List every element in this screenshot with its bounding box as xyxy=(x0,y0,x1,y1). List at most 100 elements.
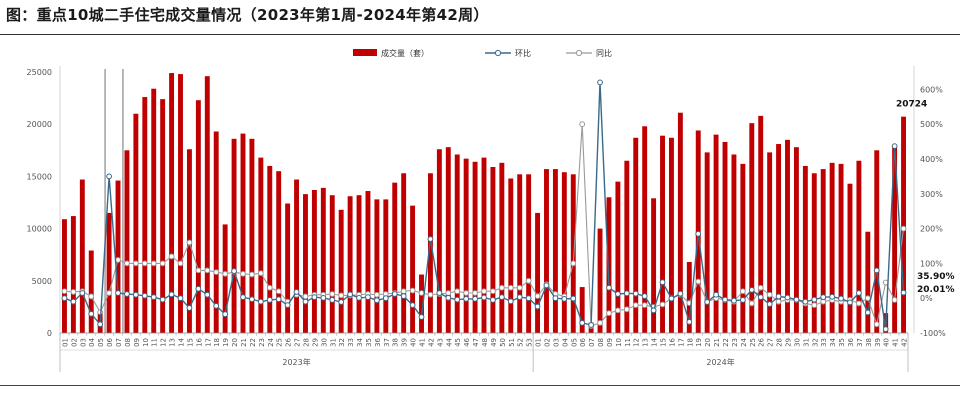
x-tick-label: 11 xyxy=(151,338,159,347)
bar xyxy=(793,147,799,333)
data-point xyxy=(275,296,282,303)
data-point xyxy=(168,253,175,260)
data-point xyxy=(641,302,648,309)
data-point xyxy=(445,290,452,296)
data-point xyxy=(365,294,371,301)
data-point xyxy=(159,296,166,303)
bar xyxy=(481,157,487,333)
data-point xyxy=(856,300,862,307)
data-point xyxy=(579,320,586,326)
bar xyxy=(802,165,808,333)
x-tick-label: 02 xyxy=(70,338,78,347)
bar xyxy=(222,224,228,333)
data-point xyxy=(427,291,434,298)
data-point xyxy=(481,294,487,301)
data-point xyxy=(498,284,505,291)
data-point xyxy=(132,291,139,298)
year-label-2024: 2024年 xyxy=(706,357,734,367)
x-tick-label: 16 xyxy=(195,337,203,346)
bar xyxy=(445,147,451,333)
x-tick-label: 33 xyxy=(347,338,355,347)
data-point xyxy=(748,300,755,307)
y-left-tick-label: 15000 xyxy=(27,172,52,181)
data-point xyxy=(891,143,898,150)
x-tick-label: 32 xyxy=(811,338,819,347)
bar xyxy=(811,173,817,333)
data-point xyxy=(79,290,86,296)
data-point xyxy=(347,291,354,298)
y-right-tick-label: 200% xyxy=(920,225,943,234)
bar xyxy=(178,74,183,333)
data-point xyxy=(106,173,112,180)
data-point xyxy=(338,299,345,305)
data-point xyxy=(739,297,746,303)
bar xyxy=(410,205,416,333)
x-tick-label: 33 xyxy=(820,338,828,347)
data-point xyxy=(677,290,684,297)
data-point xyxy=(240,294,246,301)
data-point xyxy=(106,290,112,296)
data-point xyxy=(409,302,416,309)
bar xyxy=(133,113,139,333)
data-point xyxy=(463,295,470,302)
data-point xyxy=(695,230,702,237)
x-tick-label: 41 xyxy=(419,338,427,347)
bar xyxy=(517,174,523,333)
x-tick-label: 20 xyxy=(231,338,239,347)
data-point xyxy=(614,291,621,297)
data-point xyxy=(864,309,871,316)
data-point xyxy=(257,270,264,277)
x-tick-label: 04 xyxy=(561,337,569,346)
bar xyxy=(124,150,130,333)
y-left-tick-label: 20000 xyxy=(27,120,52,129)
data-point xyxy=(61,288,68,295)
data-point xyxy=(695,278,702,285)
data-point xyxy=(597,320,603,326)
data-point xyxy=(811,296,818,303)
data-point xyxy=(650,307,657,314)
data-point xyxy=(150,294,157,301)
data-point xyxy=(88,310,95,317)
x-tick-label: 45 xyxy=(454,338,462,347)
x-tick-label: 08 xyxy=(124,338,132,347)
data-point xyxy=(900,225,907,232)
data-point xyxy=(766,301,773,308)
bar xyxy=(276,171,282,333)
bar xyxy=(356,195,362,333)
data-point xyxy=(186,305,193,311)
bar xyxy=(365,191,371,333)
data-point xyxy=(632,302,639,309)
bar xyxy=(338,209,344,333)
legend-label-tb: 同比 xyxy=(596,48,612,58)
x-tick-label: 17 xyxy=(204,338,212,347)
data-point xyxy=(150,260,157,267)
legend-label-hb: 环比 xyxy=(515,48,531,58)
bar xyxy=(615,181,621,333)
data-point xyxy=(195,267,202,274)
data-point xyxy=(88,293,95,300)
x-tick-label: 40 xyxy=(410,338,418,347)
bar xyxy=(213,131,219,333)
data-point xyxy=(266,297,273,303)
x-tick-label: 31 xyxy=(802,338,810,347)
x-tick-label: 29 xyxy=(784,338,792,347)
x-tick-label: 35 xyxy=(838,338,846,347)
bar xyxy=(579,287,585,333)
data-point xyxy=(257,298,264,305)
bottom-divider xyxy=(0,385,960,386)
data-point xyxy=(623,306,630,313)
x-tick-label: 18 xyxy=(686,338,694,347)
x-tick-label: 19 xyxy=(695,338,703,347)
bar xyxy=(892,147,898,333)
data-point xyxy=(882,326,889,333)
bar xyxy=(731,154,737,333)
x-tick-label: 50 xyxy=(499,338,507,347)
bar xyxy=(570,174,576,333)
x-tick-label: 21 xyxy=(713,338,721,347)
bar xyxy=(758,115,764,334)
bar xyxy=(106,212,112,333)
data-point xyxy=(124,291,130,297)
data-point xyxy=(525,295,532,302)
x-tick-label: 13 xyxy=(169,338,177,347)
year-label-2023: 2023年 xyxy=(282,357,310,367)
